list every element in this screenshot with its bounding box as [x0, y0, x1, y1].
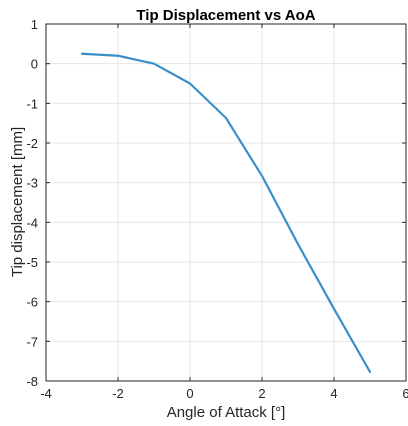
y-tick-label: -6 [26, 295, 38, 310]
y-tick-label: -1 [26, 96, 38, 111]
chart-title: Tip Displacement vs AoA [136, 7, 315, 24]
x-tick-label: -4 [40, 386, 52, 401]
y-axis-label: Tip displacement [mm] [9, 127, 26, 277]
plot-area [45, 23, 407, 382]
series-line [80, 52, 372, 373]
series-layer [80, 52, 372, 373]
grid [45, 23, 407, 382]
y-tick-label: -2 [26, 136, 38, 151]
y-tick-label: 1 [31, 17, 38, 32]
y-tick-label: -4 [26, 215, 38, 230]
y-tick-label: -8 [26, 374, 38, 389]
x-tick-label: 6 [402, 386, 408, 401]
x-tick-label: 2 [258, 386, 265, 401]
x-axis-label: Angle of Attack [°] [167, 404, 286, 421]
x-tick-label: 0 [186, 386, 193, 401]
x-tick-label: 4 [330, 386, 337, 401]
x-tick-label: -2 [112, 386, 124, 401]
y-tick-label: 0 [31, 57, 38, 72]
y-tick-label: -7 [26, 334, 38, 349]
y-tick-label: -5 [26, 255, 38, 270]
axis-ticks: -4 -2 0 2 4 6 1 0 -1 -2 -3 -4 -5 -6 -7 -8 [26, 17, 408, 401]
y-tick-label: -3 [26, 176, 38, 191]
